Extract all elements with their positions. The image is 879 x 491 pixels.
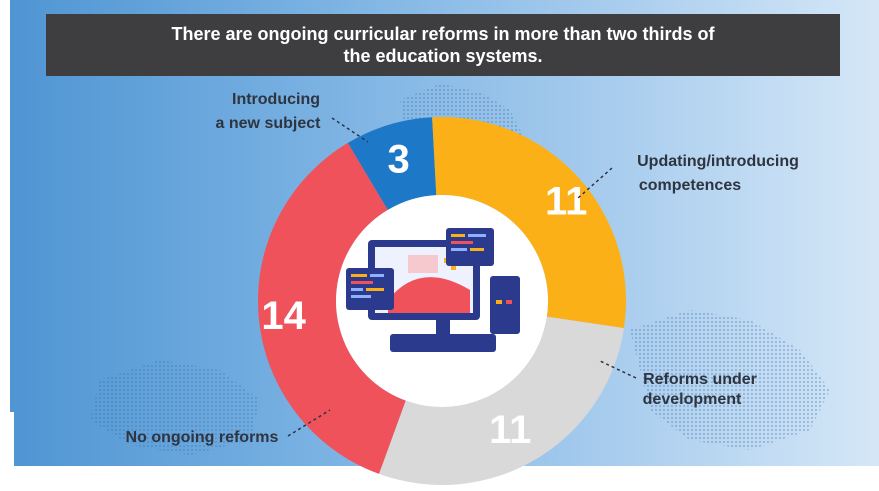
slice-new-subject [257, 142, 406, 474]
value-label: 11 [489, 408, 531, 452]
value-label: 3 [388, 137, 410, 181]
value-label: 11 [545, 180, 587, 224]
value-label: 14 [261, 294, 306, 338]
left-margin-lower [0, 412, 14, 491]
category-label: a new subject [216, 115, 322, 132]
computer-icon [346, 228, 520, 352]
category-label: Introducing [232, 91, 320, 108]
leader-line [577, 167, 613, 199]
leader-line [331, 117, 369, 143]
category-label: Updating/introducing [637, 153, 799, 170]
slice-competences [347, 117, 437, 210]
leader-line [597, 359, 637, 379]
chart-title: There are ongoing curricular reforms in … [46, 14, 840, 76]
slice-no-reforms [379, 316, 624, 485]
category-label: Reforms under [643, 371, 757, 388]
left-margin [0, 0, 10, 412]
leader-line [287, 409, 331, 437]
category-label: No ongoing reforms [126, 429, 279, 446]
category-label: competences [639, 177, 741, 194]
category-label: development [643, 391, 742, 408]
slice-under-development [432, 117, 626, 329]
